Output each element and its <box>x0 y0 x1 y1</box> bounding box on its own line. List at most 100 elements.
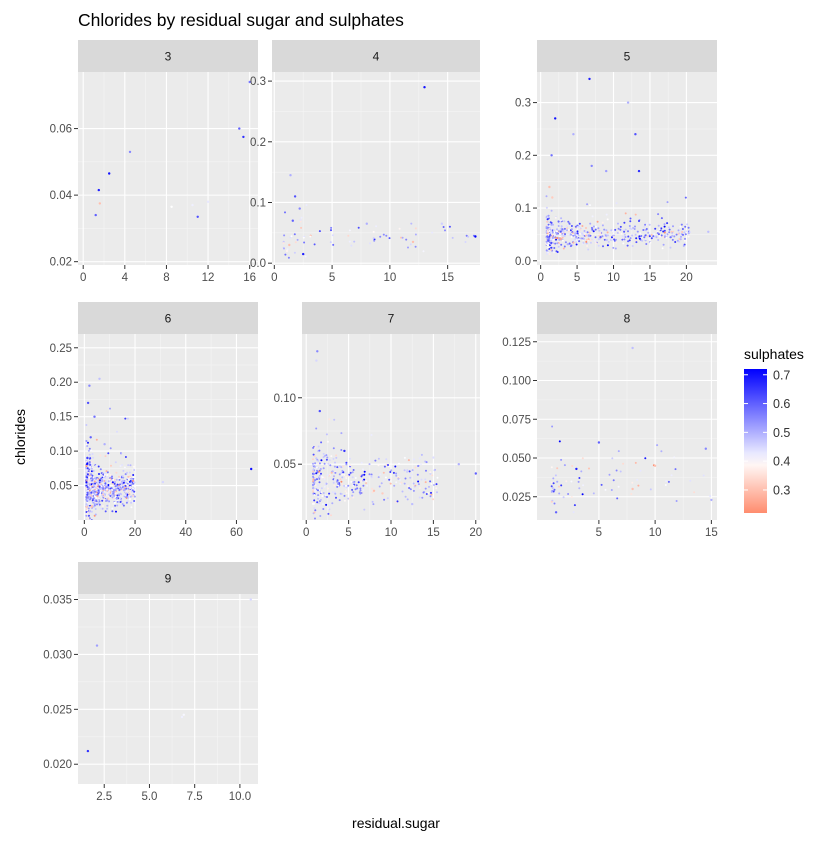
data-point <box>432 456 435 459</box>
y-tick-label: 0.125 <box>502 337 531 349</box>
data-point <box>566 243 569 246</box>
data-point <box>348 240 351 243</box>
data-point <box>125 481 128 484</box>
data-point <box>382 479 385 482</box>
data-point <box>132 465 135 468</box>
data-point <box>689 479 692 482</box>
data-point <box>401 490 404 493</box>
data-point <box>328 459 331 462</box>
data-point <box>671 238 674 241</box>
data-point <box>592 492 595 495</box>
data-point <box>322 503 324 506</box>
data-point <box>635 241 638 244</box>
data-point <box>591 228 594 231</box>
data-point <box>610 489 613 491</box>
data-point <box>128 498 131 501</box>
data-point <box>126 500 129 503</box>
data-point <box>323 485 326 488</box>
data-point <box>93 504 96 506</box>
data-point <box>315 359 318 362</box>
data-point <box>624 236 627 238</box>
data-point <box>86 462 89 465</box>
data-point <box>559 230 562 233</box>
data-point <box>119 483 121 486</box>
data-point <box>682 233 684 236</box>
data-point <box>113 494 116 497</box>
data-point <box>89 466 92 468</box>
data-point <box>86 501 89 504</box>
data-point <box>318 475 321 478</box>
data-point <box>370 475 373 477</box>
data-point <box>102 477 105 480</box>
data-point <box>558 485 560 488</box>
data-point <box>103 473 106 476</box>
facet-strip-label: 4 <box>373 50 380 64</box>
data-point <box>424 478 427 481</box>
data-point <box>576 230 579 233</box>
data-point <box>576 224 579 227</box>
data-point <box>425 461 428 464</box>
data-point <box>645 228 648 230</box>
data-point <box>131 489 134 492</box>
data-point <box>578 227 581 229</box>
data-point <box>130 478 133 480</box>
data-point <box>556 480 559 483</box>
data-point <box>566 227 569 230</box>
data-point <box>550 485 553 488</box>
data-point <box>425 493 428 495</box>
data-point <box>702 474 705 477</box>
data-point <box>341 483 344 486</box>
data-point <box>429 495 432 498</box>
data-point <box>545 195 548 198</box>
data-point <box>612 235 615 238</box>
data-point <box>661 247 664 250</box>
data-point <box>87 517 90 520</box>
data-point <box>358 491 361 494</box>
data-point <box>123 489 126 492</box>
data-point <box>613 231 616 234</box>
data-point <box>104 455 107 458</box>
data-point <box>343 484 346 487</box>
data-point <box>238 127 241 130</box>
data-point <box>86 467 89 470</box>
data-point <box>617 450 620 453</box>
data-point <box>318 477 321 480</box>
data-point <box>95 438 98 441</box>
data-point <box>319 498 322 501</box>
data-point <box>584 231 587 234</box>
y-tick-label: 0.04 <box>50 190 73 202</box>
data-point <box>617 222 619 225</box>
data-point <box>639 232 642 235</box>
data-point <box>345 484 347 487</box>
data-point <box>680 223 683 226</box>
data-point <box>414 245 417 248</box>
data-point <box>673 456 676 459</box>
data-point <box>115 487 118 490</box>
y-tick-label: 0.10 <box>50 446 72 458</box>
data-point <box>572 133 575 136</box>
data-point <box>664 484 667 486</box>
x-tick-label: 0 <box>537 272 543 284</box>
data-point <box>113 482 116 485</box>
data-point <box>89 494 92 497</box>
data-point <box>465 234 468 237</box>
data-point <box>132 482 135 485</box>
data-point <box>677 232 680 235</box>
data-point <box>589 241 592 244</box>
data-point <box>106 471 109 474</box>
x-tick-label: 20 <box>469 527 482 539</box>
data-point <box>134 484 136 487</box>
data-point <box>304 255 307 258</box>
data-point <box>132 476 135 479</box>
data-point <box>362 468 364 471</box>
data-point <box>384 476 387 479</box>
data-point <box>417 483 420 486</box>
x-tick-label: 10 <box>385 527 398 539</box>
data-point <box>115 478 118 481</box>
data-point <box>91 493 94 496</box>
data-point <box>313 483 316 486</box>
data-point <box>612 479 615 482</box>
data-point <box>558 440 561 443</box>
data-point <box>114 489 117 492</box>
data-point <box>607 240 610 243</box>
